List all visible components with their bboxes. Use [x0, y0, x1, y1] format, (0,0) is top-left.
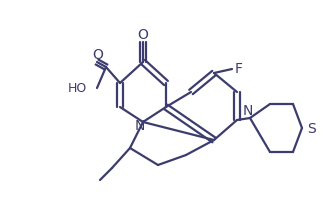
Text: HO: HO: [68, 82, 87, 96]
Text: O: O: [137, 28, 149, 42]
Text: N: N: [243, 104, 253, 118]
Text: F: F: [235, 62, 243, 76]
Text: N: N: [135, 119, 145, 133]
Text: O: O: [92, 48, 103, 62]
Text: S: S: [307, 122, 316, 136]
